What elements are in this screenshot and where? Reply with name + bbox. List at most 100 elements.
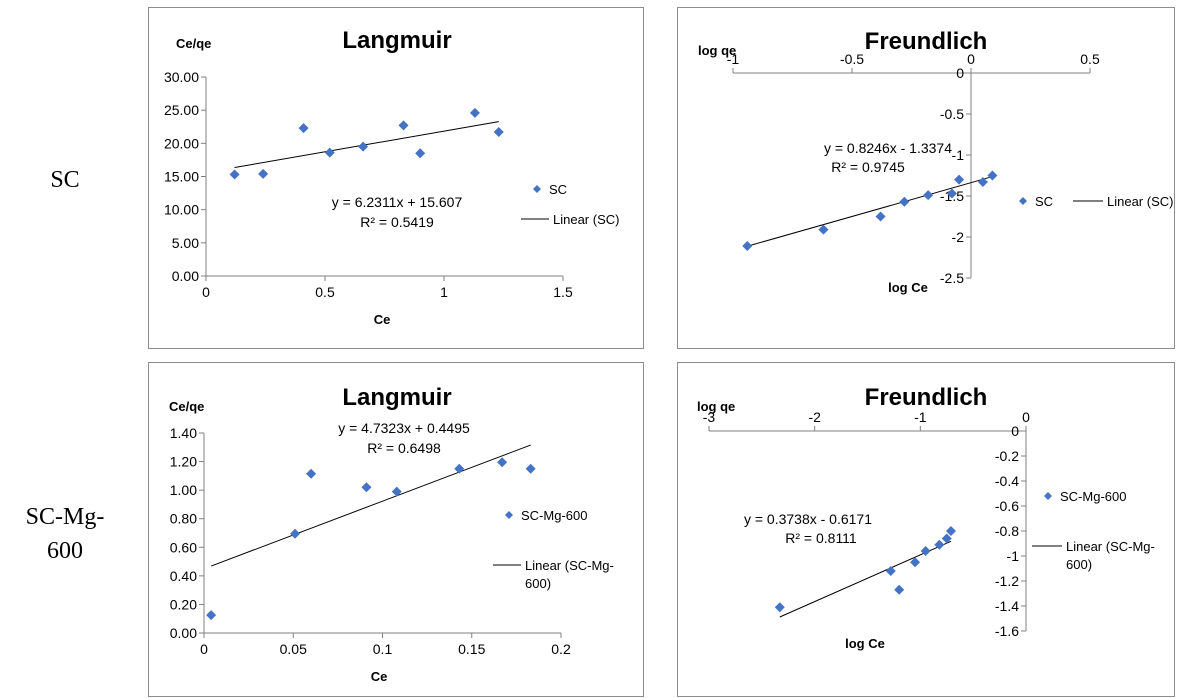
x-tick-label: 0.15 — [458, 641, 485, 657]
chart-freundlich-sc: 0-0.5-1-1.5-2-2.5-1-0.500.5Freundlichlog… — [698, 28, 1173, 295]
data-point — [954, 174, 965, 185]
y-tick-label: -2.5 — [940, 270, 964, 286]
x-tick-label: -1 — [914, 409, 927, 425]
data-point — [391, 486, 402, 497]
legend-label-series: SC-Mg-600 — [1060, 489, 1126, 504]
x-tick-label: 0.2 — [551, 641, 571, 657]
data-point — [229, 169, 240, 180]
data-point — [290, 528, 301, 539]
data-point — [941, 533, 952, 544]
trendline-equation: y = 6.2311x + 15.607 — [332, 194, 463, 210]
data-point — [361, 482, 372, 493]
chart-panel-langmuir-sc-mg-600: 0.00 0.20 0.40 0.60 0.80 1.00 1.20 1.40 0 0.05 0.1… — [148, 362, 644, 697]
y-tick-label: 1.40 — [170, 425, 197, 441]
y-tick-label: -1.4 — [995, 598, 1019, 614]
legend-label-series: SC — [1035, 194, 1053, 209]
legend-marker — [533, 185, 541, 193]
data-point — [258, 168, 269, 179]
data-point — [987, 170, 998, 181]
trendline-equation: y = 0.8246x - 1.3374 — [824, 140, 952, 156]
y-tick-label: 0.00 — [172, 268, 199, 284]
y-tick-label: -1 — [952, 147, 965, 163]
chart-panel-freundlich-sc: 0-0.5-1-1.5-2-2.5-1-0.500.5Freundlichlog… — [677, 7, 1175, 349]
chart-panel-langmuir-sc: 0.00 5.00 10.00 15.00 20.00 25.00 30.00 0 0.5 1 1.… — [148, 7, 644, 349]
chart-langmuir-sc: 0.00 5.00 10.00 15.00 20.00 25.00 30.00 0 0.5 1 1.… — [164, 27, 620, 327]
data-point — [525, 463, 536, 474]
trendline — [747, 176, 993, 247]
y-tick-label: 1.00 — [170, 482, 197, 498]
legend-label-trend-cont: 600) — [525, 576, 551, 591]
y-axis-label: log qe — [697, 399, 735, 414]
x-tick-label: 1.5 — [553, 284, 573, 300]
data-point — [894, 584, 905, 595]
data-point — [206, 610, 217, 621]
x-tick-label: 0 — [967, 51, 975, 67]
x-tick-label: 0.05 — [280, 641, 307, 657]
data-point — [742, 241, 753, 252]
chart-title: Freundlich — [865, 384, 988, 411]
data-point — [920, 546, 931, 556]
chart-title: Freundlich — [865, 28, 988, 55]
data-point — [818, 224, 829, 235]
x-axis-label: Ce — [374, 312, 391, 327]
y-tick-label: -1 — [1007, 548, 1020, 564]
y-tick-label: 0.40 — [170, 568, 197, 584]
x-tick-label: 0.5 — [315, 284, 335, 300]
data-point — [923, 190, 934, 201]
y-tick-label: 15.00 — [164, 169, 199, 185]
x-tick-label: 0 — [200, 641, 208, 657]
data-point — [977, 177, 988, 188]
y-tick-label: 25.00 — [164, 102, 199, 118]
legend-label-series: SC — [549, 182, 567, 197]
data-point — [358, 141, 369, 152]
y-axis-label: Ce/qe — [176, 36, 211, 51]
data-point — [885, 566, 896, 576]
trendline — [210, 444, 531, 567]
x-tick-label: -1 — [727, 51, 740, 67]
data-point — [454, 463, 465, 474]
legend-label-trend: Linear (SC) — [553, 212, 619, 227]
legend-label-trend-cont: 600) — [1066, 557, 1092, 572]
y-tick-label: -0.8 — [995, 523, 1019, 539]
data-point — [469, 107, 480, 118]
y-tick-label: 20.00 — [164, 135, 199, 151]
y-tick-label: -0.5 — [940, 106, 964, 122]
data-point — [324, 147, 335, 158]
trendline — [779, 540, 952, 618]
legend-label-series: SC-Mg-600 — [521, 508, 587, 523]
y-tick-label: 0 — [956, 65, 964, 81]
row-label-sc-mg-600-text: SC-Mg-600 — [25, 504, 105, 564]
data-point — [415, 148, 426, 159]
x-tick-label: -3 — [703, 409, 716, 425]
y-tick-label: 0.60 — [170, 539, 197, 555]
y-tick-label: -1.2 — [995, 573, 1019, 589]
data-point — [945, 526, 956, 536]
legend-label-trend: Linear (SC) — [1107, 194, 1173, 209]
y-tick-label: -0.6 — [995, 498, 1019, 514]
data-point — [497, 457, 508, 468]
x-tick-label: 0.5 — [1080, 51, 1100, 67]
legend-marker — [505, 511, 513, 519]
x-axis-label: Ce — [371, 669, 388, 684]
trendline-r2: R² = 0.8111 — [785, 530, 857, 546]
x-tick-label: 0.1 — [373, 641, 393, 657]
x-tick-label: 0 — [1022, 409, 1030, 425]
data-point — [298, 123, 309, 134]
y-tick-label: -0.2 — [995, 448, 1019, 464]
y-tick-label: 0 — [1011, 423, 1019, 439]
chart-freundlich-sc-mg-600: 0 -0.2 -0.4 -0.6 -0.8 -1 -1.2 -1.4 -1.6 -3 -2 -1 0 Fr… — [697, 384, 1155, 651]
data-point — [946, 188, 957, 199]
trendline-r2: R² = 0.5419 — [360, 214, 434, 230]
x-axis-label: log Ce — [845, 636, 885, 651]
trendline-equation: y = 4.7323x + 0.4495 — [338, 420, 470, 436]
chart-title: Langmuir — [342, 384, 451, 411]
y-tick-label: 1.20 — [170, 454, 197, 470]
legend-marker — [1044, 492, 1052, 500]
data-point — [910, 557, 921, 568]
row-label-sc: SC — [50, 167, 80, 193]
y-tick-label: 0.80 — [170, 511, 197, 527]
chart-langmuir-sc-mg-600: 0.00 0.20 0.40 0.60 0.80 1.00 1.20 1.40 0 0.05 0.1… — [169, 384, 614, 684]
data-point — [493, 127, 504, 138]
x-tick-label: 0 — [202, 284, 210, 300]
x-tick-label: -0.5 — [840, 51, 864, 67]
